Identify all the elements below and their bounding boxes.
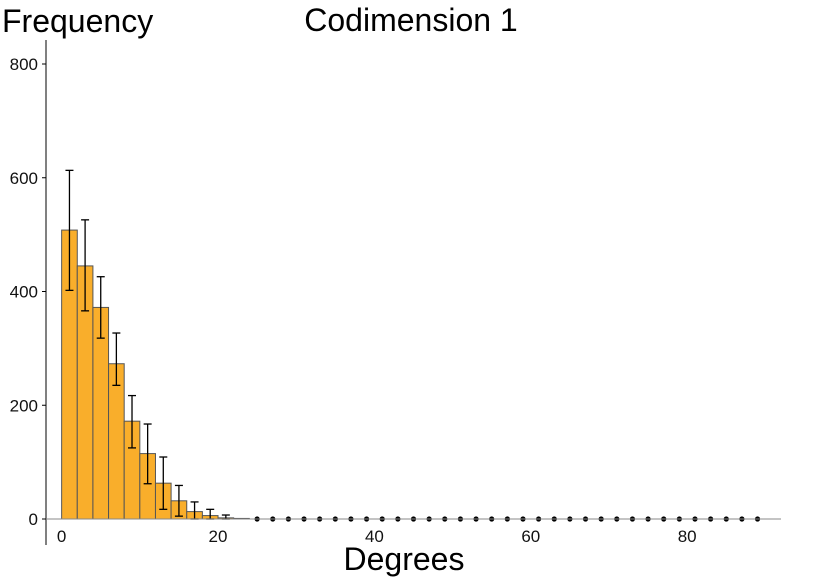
bar xyxy=(92,306,110,520)
x-tick-label: 60 xyxy=(521,527,540,546)
x-axis-label: Degrees xyxy=(344,541,465,577)
y-ticks: 0 200 400 600 800 xyxy=(10,55,46,529)
bars-layer xyxy=(61,229,250,520)
y-tick-label: 800 xyxy=(10,55,38,74)
x-ticks: 0 20 40 60 80 xyxy=(57,527,697,546)
x-tick-label: 80 xyxy=(678,527,697,546)
chart-title: Codimension 1 xyxy=(304,2,517,38)
x-tick-label: 40 xyxy=(365,527,384,546)
y-tick-label: 200 xyxy=(10,396,38,415)
y-axis-label: Frequency xyxy=(2,3,153,39)
error-bars-layer xyxy=(65,169,761,522)
bar xyxy=(108,363,125,520)
x-tick-label: 20 xyxy=(209,527,228,546)
x-tick-label: 0 xyxy=(57,527,66,546)
y-tick-label: 400 xyxy=(10,283,38,302)
y-tick-label: 0 xyxy=(29,510,38,529)
y-tick-label: 600 xyxy=(10,169,38,188)
